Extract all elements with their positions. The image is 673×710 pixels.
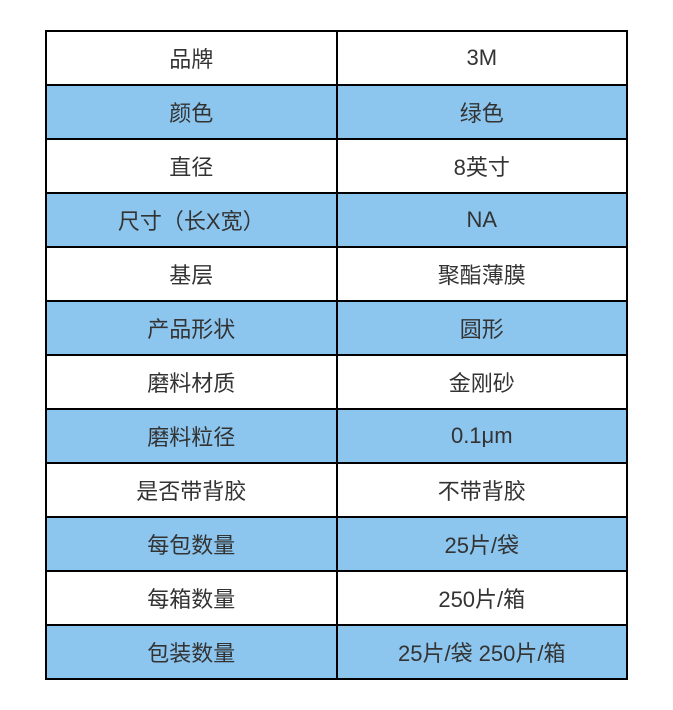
- table-row: 品牌 3M: [46, 31, 627, 85]
- table-row: 直径 8英寸: [46, 139, 627, 193]
- table-row: 每包数量 25片/袋: [46, 517, 627, 571]
- spec-label: 尺寸（长X宽）: [46, 193, 337, 247]
- spec-label: 磨料材质: [46, 355, 337, 409]
- spec-label: 颜色: [46, 85, 337, 139]
- spec-value: 25片/袋 250片/箱: [337, 625, 628, 679]
- table-row: 产品形状 圆形: [46, 301, 627, 355]
- spec-value: 25片/袋: [337, 517, 628, 571]
- spec-value: NA: [337, 193, 628, 247]
- table-row: 是否带背胶 不带背胶: [46, 463, 627, 517]
- spec-value: 3M: [337, 31, 628, 85]
- table-row: 颜色 绿色: [46, 85, 627, 139]
- spec-value: 250片/箱: [337, 571, 628, 625]
- spec-value: 8英寸: [337, 139, 628, 193]
- spec-value: 聚酯薄膜: [337, 247, 628, 301]
- table-row: 尺寸（长X宽） NA: [46, 193, 627, 247]
- table-row: 基层 聚酯薄膜: [46, 247, 627, 301]
- spec-value: 0.1μm: [337, 409, 628, 463]
- table-row: 每箱数量 250片/箱: [46, 571, 627, 625]
- table-row: 磨料粒径 0.1μm: [46, 409, 627, 463]
- table-row: 磨料材质 金刚砂: [46, 355, 627, 409]
- spec-label: 是否带背胶: [46, 463, 337, 517]
- spec-label: 产品形状: [46, 301, 337, 355]
- spec-label: 每箱数量: [46, 571, 337, 625]
- spec-label: 品牌: [46, 31, 337, 85]
- table-row: 包装数量 25片/袋 250片/箱: [46, 625, 627, 679]
- spec-label: 磨料粒径: [46, 409, 337, 463]
- spec-value: 不带背胶: [337, 463, 628, 517]
- spec-value: 圆形: [337, 301, 628, 355]
- spec-label: 直径: [46, 139, 337, 193]
- spec-label: 包装数量: [46, 625, 337, 679]
- spec-label: 基层: [46, 247, 337, 301]
- spec-table-body: 品牌 3M 颜色 绿色 直径 8英寸 尺寸（长X宽） NA 基层 聚酯薄膜 产品…: [46, 31, 627, 679]
- spec-label: 每包数量: [46, 517, 337, 571]
- spec-table: 品牌 3M 颜色 绿色 直径 8英寸 尺寸（长X宽） NA 基层 聚酯薄膜 产品…: [45, 30, 628, 680]
- spec-value: 绿色: [337, 85, 628, 139]
- spec-value: 金刚砂: [337, 355, 628, 409]
